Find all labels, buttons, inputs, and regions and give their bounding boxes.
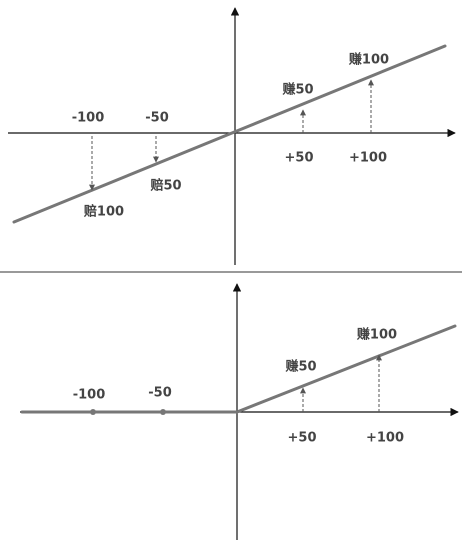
x-label: -50 [148,386,172,401]
outcome-label: 赚50 [281,82,313,98]
outcome-label: 赔50 [149,178,181,194]
x-label: +100 [366,431,404,446]
x-label: +50 [288,431,317,446]
point [90,409,96,415]
outcome-label: 赚50 [284,359,316,375]
outcome-label: 赔100 [83,204,124,220]
top-panel: -100 -50 +50 +100 赔100 赔50 赚50 赚100 [8,7,456,265]
outcome-label: 赚100 [356,327,397,343]
x-label: -100 [73,388,106,403]
outcome-label: 赚100 [348,52,389,68]
x-label: +100 [349,151,387,166]
x-label: -50 [145,111,169,126]
x-label: -100 [72,111,105,126]
point [160,409,166,415]
x-label: +50 [285,151,314,166]
bottom-panel: -100 -50 +50 +100 赚50 赚100 [20,283,459,540]
payoff-line [12,44,447,224]
